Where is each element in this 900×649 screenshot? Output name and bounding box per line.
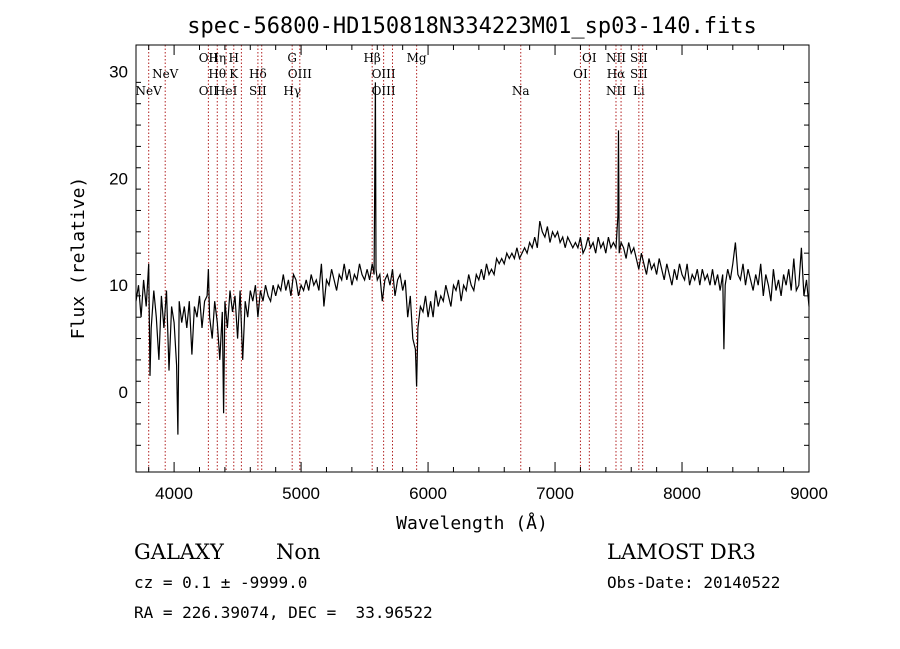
line-label: Hθ [208, 67, 226, 81]
line-label: HeI [215, 84, 238, 98]
y-tick-label: 20 [109, 169, 128, 188]
line-label: Na [512, 84, 530, 98]
line-label: OIII [372, 84, 396, 98]
survey-name: LAMOST DR3 [607, 540, 756, 564]
line-label: NII [606, 51, 626, 65]
line-label: OII [199, 51, 219, 65]
line-label: SII [630, 51, 648, 65]
line-label: Hδ [249, 67, 267, 81]
chart-title: spec-56800-HD150818N334223M01_sp03-140.f… [187, 14, 757, 39]
line-label: Mg [407, 51, 427, 65]
line-label: OIII [288, 67, 312, 81]
coordinates: RA = 226.39074, DEC = 33.96522 [134, 603, 433, 622]
line-label: K [229, 67, 239, 81]
obs-date: Obs-Date: 20140522 [607, 573, 780, 592]
line-label: Hη [208, 51, 226, 65]
line-label: Hβ [363, 51, 380, 65]
plot-frame [135, 44, 810, 473]
line-label: Li [633, 84, 645, 98]
line-label: G [287, 51, 297, 65]
tick-labels: 4000 5000 6000 7000 8000 9000 0 10 20 30 [109, 63, 828, 503]
y-axis-label: Flux (relative) [68, 177, 89, 340]
line-label: Hα [607, 67, 626, 81]
line-label: OI [573, 67, 588, 81]
line-label: Hγ [283, 84, 301, 98]
object-class: GALAXY [134, 540, 225, 564]
x-axis-label: Wavelength (Å) [396, 512, 548, 534]
x-tick-label: 7000 [536, 484, 574, 503]
line-label: SII [630, 67, 648, 81]
x-tick-label: 5000 [282, 484, 320, 503]
line-label: OIII [372, 67, 396, 81]
y-tick-label: 10 [109, 276, 128, 295]
x-tick-label: 6000 [409, 484, 447, 503]
redshift-readout: cz = 0.1 ± -9999.0 [134, 573, 307, 592]
axes [135, 44, 810, 473]
x-tick-label: 8000 [663, 484, 701, 503]
x-tick-label: 9000 [790, 484, 828, 503]
x-tick-label: 4000 [155, 484, 193, 503]
line-label: OII [199, 84, 219, 98]
object-subclass: Non [276, 540, 321, 564]
line-label: NeV [136, 84, 163, 98]
y-tick-label: 30 [109, 63, 128, 82]
spectrum-line [135, 82, 810, 435]
line-label: H [229, 51, 239, 65]
y-tick-label: 0 [119, 383, 128, 402]
line-label: NII [606, 84, 626, 98]
line-label: NeV [152, 67, 179, 81]
line-label: SII [249, 84, 267, 98]
spectrum-layer [135, 82, 810, 435]
line-label: OI [582, 51, 597, 65]
